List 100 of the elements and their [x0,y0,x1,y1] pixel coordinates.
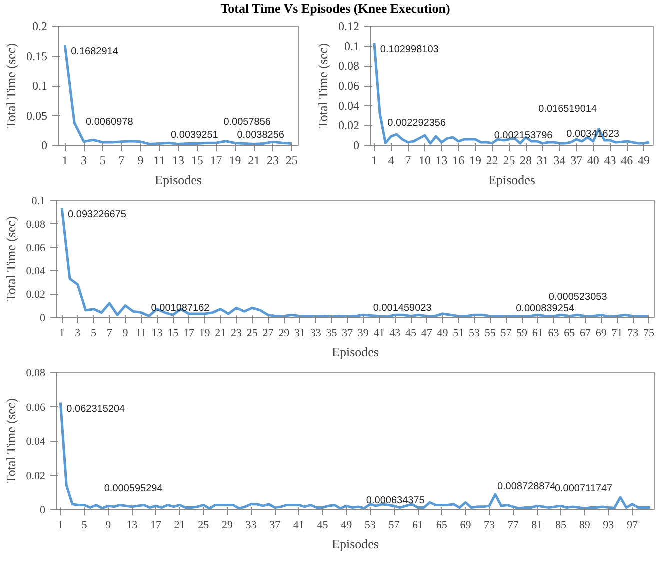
data-label: 0.000839254 [516,304,575,315]
x-tick-label: 43 [604,154,616,168]
y-tick-label: 0.08 [26,368,46,380]
y-tick-label: 0.12 [338,20,360,34]
x-tick-label: 67 [580,328,592,340]
x-tick-label: 93 [603,520,615,532]
x-tick-label: 77 [508,520,520,532]
x-tick-label: 7 [118,154,125,168]
data-label: 0.0038256 [237,130,285,142]
x-tick-label: 43 [390,328,402,340]
x-tick-label: 27 [262,328,274,340]
x-tick-label: 55 [484,328,496,340]
data-label: 0.0060978 [86,116,134,128]
x-tick-label: 63 [548,328,560,340]
x-tick-label: 7 [106,328,113,340]
x-tick-label: 57 [500,328,512,340]
line-series [64,44,294,146]
x-tick-label: 31 [294,328,306,340]
x-tick-label: 25 [286,154,298,168]
x-tick-label: 5 [82,520,88,532]
x-tick-label: 25 [503,154,516,168]
y-tick-label: 0 [42,138,48,152]
data-label: 0.000711747 [554,483,614,494]
x-tick-label: 9 [138,154,144,168]
x-axis-title: Episodes [155,172,202,188]
x-tick-label: 73 [628,328,640,340]
data-label: 0.0057856 [224,117,272,128]
y-tick-label: 0.04 [26,266,46,278]
x-tick-label: 3 [75,328,82,340]
x-tick-label: 45 [317,520,329,532]
x-tick-label: 59 [516,328,528,340]
data-label: 0.000523053 [548,292,608,303]
y-tick-label: 0.1 [344,39,360,54]
x-tick-label: 25 [198,520,210,532]
y-tick-label: 0.15 [26,49,48,64]
x-tick-label: 37 [570,154,583,168]
x-tick-label: 73 [484,520,496,532]
x-tick-label: 33 [246,520,258,532]
y-tick-label: 0.06 [26,402,46,414]
x-tick-label: 49 [341,520,353,532]
data-label: 0.002292356 [388,118,446,130]
x-tick-label: 1 [58,520,64,532]
data-label: 0.1682914 [71,46,119,58]
x-tick-label: 28 [520,154,532,168]
data-label: 0.0039251 [171,130,219,142]
x-tick-label: 17 [210,154,222,168]
x-tick-label: 33 [310,328,322,340]
x-tick-label: 46 [621,154,634,168]
x-tick-label: 57 [388,520,400,532]
y-tick-label: 0.04 [338,98,360,113]
x-tick-label: 13 [172,154,184,168]
y-tick-label: 0.2 [32,20,48,34]
x-tick-label: 65 [564,328,576,340]
y-tick-label: 0.06 [26,242,46,254]
x-tick-label: 75 [643,328,655,340]
x-tick-label: 97 [626,520,638,532]
x-axis-title: Episodes [332,536,379,552]
y-tick-label: 0.1 [32,196,46,208]
x-tick-label: 3 [81,154,88,168]
data-label: 0.002153796 [494,130,554,142]
x-tick-label: 39 [358,328,370,340]
y-tick-label: 0.06 [338,79,360,93]
x-tick-label: 9 [122,328,129,340]
line-series [60,207,650,318]
x-tick-label: 23 [266,154,279,168]
y-axis-title: Total Time (sec) [3,216,18,302]
x-tick-label: 37 [270,520,282,532]
y-tick-label: 0.04 [26,436,46,448]
x-tick-label: 61 [532,328,544,340]
y-tick-label: 0.05 [26,108,48,123]
line-series [59,402,652,510]
x-tick-label: 17 [150,520,162,532]
data-label: 0.093226675 [68,209,127,220]
data-label: 0.001459023 [373,302,432,314]
x-tick-label: 40 [587,154,600,168]
x-tick-label: 69 [596,328,608,340]
x-tick-label: 1 [371,154,378,168]
x-tick-label: 45 [406,328,418,340]
x-tick-label: 21 [174,520,186,532]
text: Total Time Vs Episodes (Knee Execution) [220,0,450,18]
x-tick-label: 25 [246,328,258,340]
x-tick-label: 13 [152,328,164,340]
x-tick-label: 37 [342,328,354,340]
data-label: 0.102998103 [380,44,440,56]
x-tick-label: 53 [468,328,480,340]
data-label: 0.062315204 [66,404,126,415]
x-tick-label: 89 [579,520,591,532]
y-tick-label: 0 [354,138,360,152]
line-series [373,42,651,145]
y-tick-label: 0.1 [32,79,48,93]
data-label: 0.008728874 [497,482,556,493]
x-tick-label: 13 [436,154,448,168]
y-axis-title: Total Time (sec) [4,44,18,129]
y-tick-label: 0 [40,504,46,516]
x-tick-label: 29 [222,520,234,532]
x-tick-label: 17 [183,328,195,340]
x-tick-label: 31 [536,154,549,168]
x-tick-label: 4 [388,154,394,168]
x-tick-label: 19 [470,154,482,168]
y-tick-label: 0 [40,312,46,324]
